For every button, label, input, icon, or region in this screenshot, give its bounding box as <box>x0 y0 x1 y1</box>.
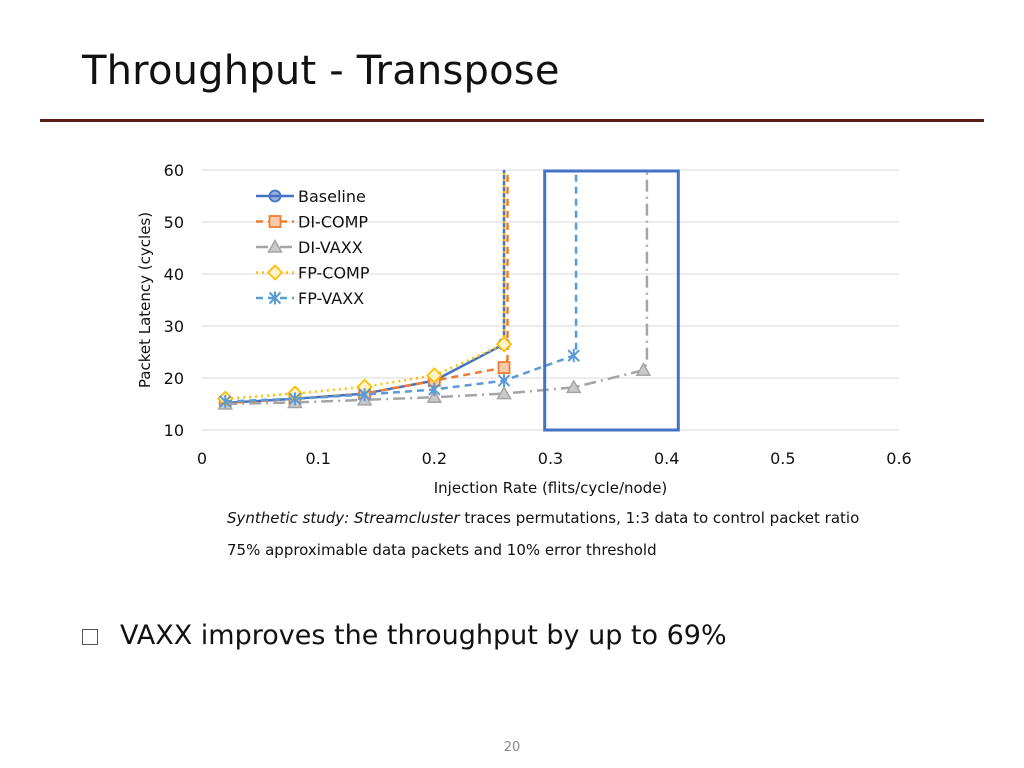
y-tick-label: 40 <box>164 265 184 284</box>
caption-line-1: Synthetic study: Streamcluster traces pe… <box>227 509 859 527</box>
x-axis-label: Injection Rate (flits/cycle/node) <box>434 479 668 497</box>
series-line-fp-vaxx <box>225 170 578 403</box>
data-point-fp-vaxx <box>428 382 441 396</box>
legend-marker-fp-comp <box>266 264 284 281</box>
x-tick-label: 0.6 <box>886 449 911 468</box>
y-tick-label: 60 <box>164 161 184 180</box>
data-point-fp-vaxx <box>497 374 511 388</box>
y-tick-label: 30 <box>164 317 184 336</box>
caption-rest: traces permutations, 1:3 data to control… <box>459 509 860 527</box>
data-point-di-vaxx <box>635 362 652 376</box>
legend-marker-fp-vaxx <box>268 291 282 305</box>
x-tick-label: 0 <box>197 449 207 468</box>
data-point-fp-vaxx <box>358 388 371 402</box>
legend-label-di-comp: DI-COMP <box>298 213 368 232</box>
legend-label-di-vaxx: DI-VAXX <box>298 238 363 257</box>
title-rule <box>40 119 984 122</box>
x-tick-label: 0.1 <box>305 449 330 468</box>
x-tick-label: 0.4 <box>654 449 679 468</box>
data-point-fp-vaxx <box>567 349 580 363</box>
legend-marker-baseline <box>268 189 282 203</box>
y-axis-label: Packet Latency (cycles) <box>136 212 154 388</box>
x-tick-label: 0.2 <box>422 449 447 468</box>
bullet-text: VAXX improves the throughput by up to 69… <box>120 620 727 651</box>
page-number: 20 <box>503 740 521 755</box>
data-point-di-comp <box>497 361 511 375</box>
data-point-fp-comp <box>426 367 443 384</box>
data-point-fp-comp <box>495 335 513 353</box>
square-bullet-icon <box>82 628 98 645</box>
data-point-fp-vaxx <box>288 392 302 406</box>
series-line-di-vaxx <box>225 170 649 406</box>
caption-italic: Synthetic study: Streamcluster <box>227 509 460 527</box>
caption-line-2: 75% approximable data packets and 10% er… <box>227 541 657 559</box>
legend-marker-di-vaxx <box>267 238 283 253</box>
highlight-box <box>543 169 680 432</box>
y-tick-label: 50 <box>164 213 184 232</box>
x-tick-label: 0.3 <box>538 449 563 468</box>
legend-marker-di-comp <box>268 215 282 228</box>
data-point-fp-vaxx <box>219 394 232 408</box>
slide-title: Throughput - Transpose <box>82 48 560 94</box>
data-point-di-vaxx <box>426 389 443 403</box>
series-line-di-comp <box>225 170 509 405</box>
y-tick-label: 10 <box>164 421 184 440</box>
data-point-di-vaxx <box>565 379 582 394</box>
legend-label-fp-vaxx: FP-VAXX <box>298 289 364 308</box>
legend-label-baseline: Baseline <box>298 187 366 206</box>
x-tick-label: 0.5 <box>770 449 795 468</box>
bullet-item: VAXX improves the throughput by up to 69… <box>82 620 727 651</box>
legend-label-fp-comp: FP-COMP <box>298 264 370 283</box>
y-tick-label: 20 <box>164 369 184 388</box>
data-point-di-vaxx <box>496 385 512 400</box>
